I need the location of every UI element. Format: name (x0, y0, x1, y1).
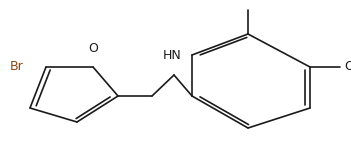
Text: O: O (88, 42, 98, 55)
Text: Cl: Cl (242, 0, 254, 3)
Text: HN: HN (163, 49, 181, 62)
Text: O: O (344, 61, 351, 74)
Text: Br: Br (10, 61, 24, 74)
